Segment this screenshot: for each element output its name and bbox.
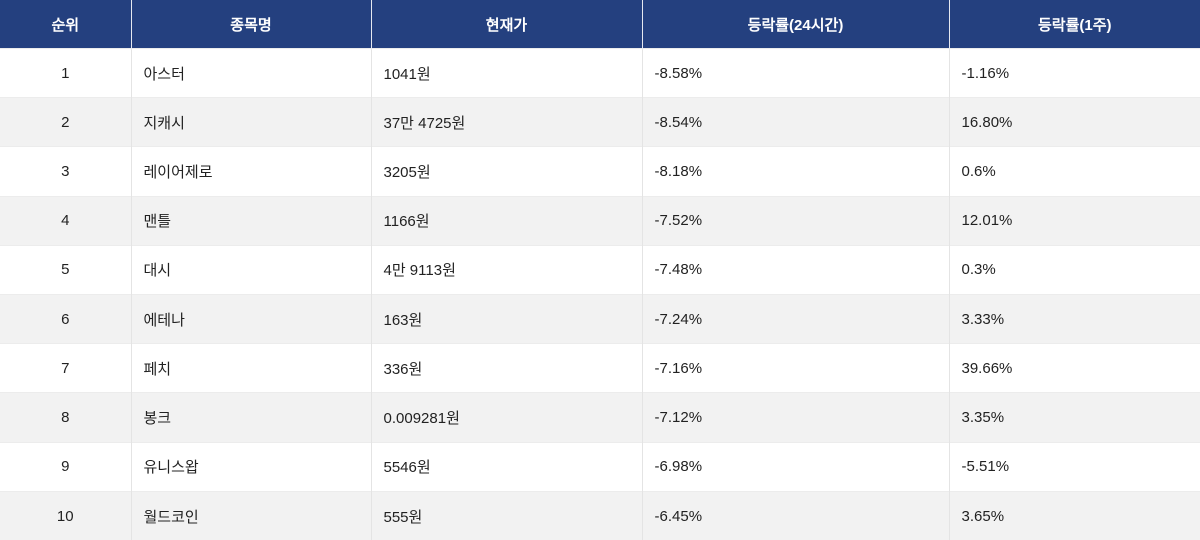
table-cell: 37만 4725원 [370,97,642,147]
table-row: 7 페치 336원 -7.16% 39.66% [0,343,1200,393]
header-row: 순위 종목명 현재가 등락률(24시간) 등락률(1주) [0,0,1200,49]
table-cell: -8.18% [641,146,949,197]
table-cell: 16.80% [948,97,1200,147]
table-cell: 레이어제로 [130,146,371,197]
table-cell: -8.58% [641,47,949,98]
table-row: 4 맨틀 1166원 -7.52% 12.01% [0,195,1200,246]
table-row: 2 지캐시 37만 4725원 -8.54% 16.80% [0,97,1200,147]
table-cell: 에테나 [130,293,371,344]
table-cell: 7 [0,343,131,393]
table-cell: 3.65% [948,490,1200,540]
table-cell: -7.24% [641,293,949,344]
table-cell: 봉크 [130,392,371,442]
table-cell: 3.35% [948,392,1200,442]
header-cell: 종목명 [130,0,371,49]
table-cell: 163원 [370,293,642,344]
table-cell: 유니스왑 [130,441,371,492]
table-cell: 3 [0,146,131,197]
table-cell: -7.16% [641,343,949,393]
table-cell: 10 [0,490,131,540]
table-row: 1 아스터 1041원 -8.58% -1.16% [0,47,1200,98]
table-cell: 12.01% [948,195,1200,246]
table-header: 순위 종목명 현재가 등락률(24시간) 등락률(1주) [0,0,1200,49]
table-cell: -8.54% [641,97,949,147]
table-cell: 2 [0,97,131,147]
table-cell: 1166원 [370,195,642,246]
table-row: 8 봉크 0.009281원 -7.12% 3.35% [0,392,1200,442]
table-row: 3 레이어제로 3205원 -8.18% 0.6% [0,146,1200,197]
table-cell: -7.48% [641,244,949,295]
table-cell: 6 [0,293,131,344]
table-cell: -6.98% [641,441,949,492]
table-cell: 3205원 [370,146,642,197]
table-cell: 0.3% [948,244,1200,295]
table-row: 9 유니스왑 5546원 -6.98% -5.51% [0,441,1200,492]
table-cell: 0.6% [948,146,1200,197]
table-cell: 8 [0,392,131,442]
table-cell: 0.009281원 [370,392,642,442]
table-row: 10 월드코인 555원 -6.45% 3.65% [0,490,1200,540]
table-cell: 555원 [370,490,642,540]
table-cell: 5546원 [370,441,642,492]
header-cell: 순위 [0,0,131,49]
table-cell: 1 [0,47,131,98]
table-cell: -1.16% [948,47,1200,98]
table-row: 5 대시 4만 9113원 -7.48% 0.3% [0,244,1200,295]
table-cell: 5 [0,244,131,295]
table-cell: 336원 [370,343,642,393]
table-cell: -5.51% [948,441,1200,492]
header-cell: 등락률(24시간) [641,0,949,49]
table-cell: 39.66% [948,343,1200,393]
header-cell: 등락률(1주) [948,0,1200,49]
table-row: 6 에테나 163원 -7.24% 3.33% [0,293,1200,344]
table-cell: 월드코인 [130,490,371,540]
table-cell: -7.52% [641,195,949,246]
table-cell: 1041원 [370,47,642,98]
table-cell: -6.45% [641,490,949,540]
table-body: 1 아스터 1041원 -8.58% -1.16% 2 지캐시 37만 4725원 -8.54%… [0,47,1200,540]
table-cell: 9 [0,441,131,492]
table-cell: 4 [0,195,131,246]
table-cell: 대시 [130,244,371,295]
table-cell: 4만 9113원 [370,244,642,295]
table-cell: -7.12% [641,392,949,442]
table-cell: 3.33% [948,293,1200,344]
table-cell: 페치 [130,343,371,393]
table-cell: 맨틀 [130,195,371,246]
table-cell: 아스터 [130,47,371,98]
header-cell: 현재가 [370,0,642,49]
table-cell: 지캐시 [130,97,371,147]
